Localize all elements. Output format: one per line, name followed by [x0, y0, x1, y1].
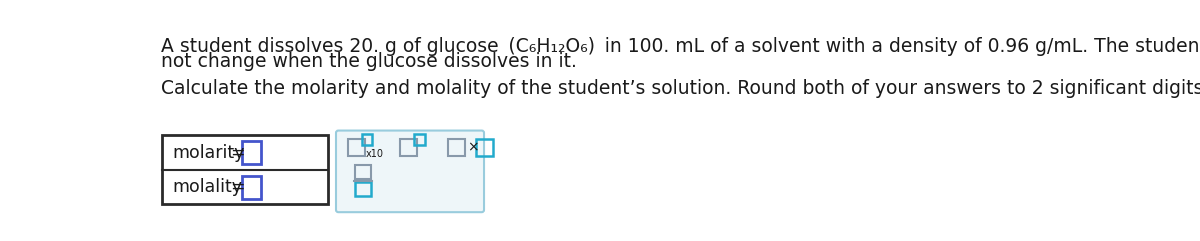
Bar: [476, 139, 493, 156]
Bar: [414, 134, 425, 145]
Text: A student dissolves 20. g of glucose  (C₆H₁₂O₆)  in 100. mL of a solvent with a : A student dissolves 20. g of glucose (C₆…: [161, 37, 1200, 56]
Text: =: =: [230, 143, 245, 161]
Bar: [361, 134, 372, 145]
Text: not change when the glucose dissolves in it.: not change when the glucose dissolves in…: [161, 52, 577, 71]
Bar: [401, 139, 418, 156]
Text: x10: x10: [366, 149, 384, 160]
Text: molarity: molarity: [173, 143, 245, 161]
Text: =: =: [230, 178, 245, 196]
Text: molality: molality: [173, 178, 242, 196]
Bar: [449, 139, 466, 156]
Text: ×: ×: [467, 141, 479, 154]
Bar: [355, 165, 371, 179]
Bar: [355, 182, 371, 196]
Bar: [162, 135, 329, 204]
Bar: [348, 139, 365, 156]
Bar: [242, 141, 260, 164]
Bar: [242, 176, 260, 199]
Text: Calculate the molarity and molality of the student’s solution. Round both of you: Calculate the molarity and molality of t…: [161, 79, 1200, 98]
FancyBboxPatch shape: [336, 131, 484, 212]
